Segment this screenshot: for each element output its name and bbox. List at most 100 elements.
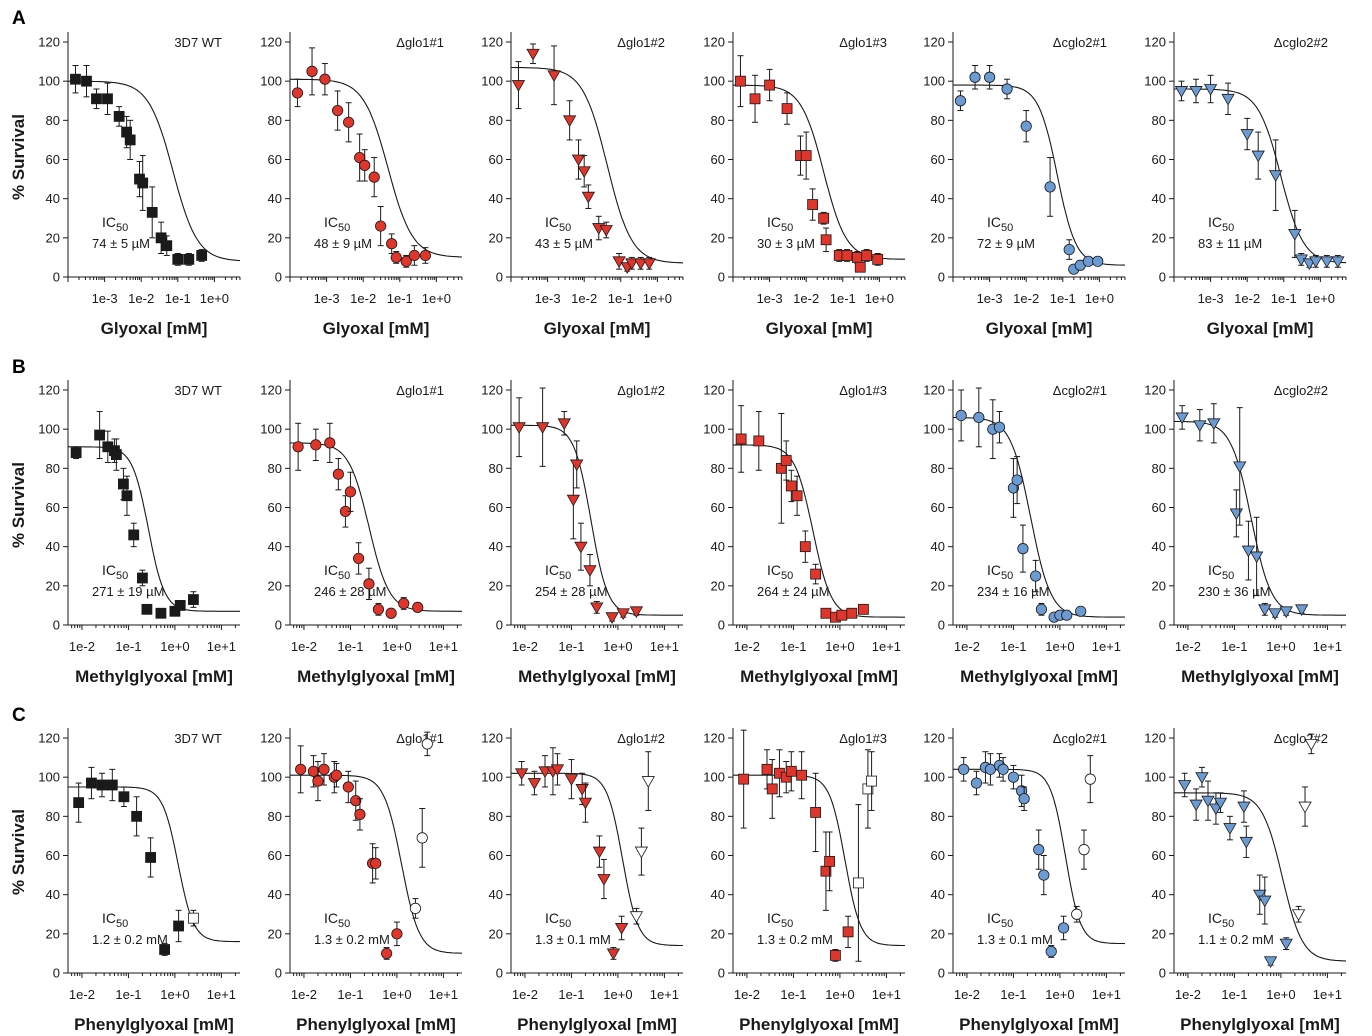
y-tick-label: 60 xyxy=(711,848,725,863)
x-tick-label: 1e-2 xyxy=(69,987,95,1002)
data-point xyxy=(612,256,626,269)
y-tick-label: 120 xyxy=(38,731,60,746)
x-axis-label: Phenylglyoxal [mM] xyxy=(739,1015,899,1034)
ic50-label-subscript: 50 xyxy=(338,570,350,582)
data-point xyxy=(172,253,184,265)
y-tick-label: 40 xyxy=(931,539,945,554)
data-point xyxy=(1018,793,1030,805)
x-tick-label: 1e-2 xyxy=(512,987,538,1002)
y-tick-label: 60 xyxy=(711,500,725,515)
data-point xyxy=(753,435,765,447)
ic50-value: 234 ± 16 µM xyxy=(977,584,1049,599)
y-tick-label: 0 xyxy=(1159,270,1166,285)
ic50-label: IC50 xyxy=(1208,562,1234,582)
data-point xyxy=(1082,255,1094,267)
data-point xyxy=(106,779,118,791)
x-tick-label: 1e-1 xyxy=(558,639,584,654)
y-tick-label: 0 xyxy=(496,270,503,285)
y-tick-label: 120 xyxy=(260,731,282,746)
data-point xyxy=(807,199,819,210)
data-point xyxy=(102,93,113,105)
data-point xyxy=(398,597,410,610)
panel-title: Δglo1#2 xyxy=(617,35,665,50)
data-point xyxy=(571,154,586,167)
data-point xyxy=(997,763,1009,775)
ic50-label: IC50 xyxy=(1208,214,1234,234)
data-point xyxy=(1030,570,1042,582)
ic50-label-main: IC xyxy=(987,910,1001,926)
y-tick-label: 40 xyxy=(489,191,503,206)
data-point xyxy=(511,80,526,92)
ic50-label: IC50 xyxy=(987,562,1013,582)
y-tick-label: 0 xyxy=(718,618,725,633)
y-tick-label: 20 xyxy=(931,230,945,245)
x-tick-label: 1e+0 xyxy=(603,987,632,1002)
data-point xyxy=(400,255,412,267)
fit-curve xyxy=(733,774,905,947)
x-tick-label: 1e+1 xyxy=(650,639,679,654)
y-tick-label: 40 xyxy=(489,887,503,902)
x-tick-label: 1e+0 xyxy=(1306,291,1335,306)
data-point xyxy=(375,220,387,232)
x-tick-label: 1e+1 xyxy=(429,987,458,1002)
x-tick-label: 1e-2 xyxy=(954,639,980,654)
y-tick-label: 100 xyxy=(260,422,282,437)
data-point xyxy=(820,234,832,246)
panel-title: Δcglo2#2 xyxy=(1274,383,1328,398)
data-point xyxy=(118,478,129,490)
panel-title: Δcglo2#2 xyxy=(1274,731,1328,746)
y-tick-label: 100 xyxy=(923,770,945,785)
ic50-label-subscript: 50 xyxy=(559,570,571,582)
data-point xyxy=(110,449,122,461)
data-point xyxy=(614,923,629,935)
x-tick-label: 1e-1 xyxy=(780,987,806,1002)
data-point xyxy=(1241,545,1256,558)
data-point xyxy=(159,944,171,955)
ic50-value: 1.3 ± 0.2 mM xyxy=(757,932,833,947)
data-point xyxy=(174,600,186,611)
panel-title: Δcglo2#1 xyxy=(1053,731,1107,746)
data-point xyxy=(1035,603,1048,615)
ic50-label: IC50 xyxy=(102,910,128,930)
data-point xyxy=(291,87,304,99)
ic50-value: 246 ± 28 µM xyxy=(314,584,386,599)
x-tick-label: 1e-1 xyxy=(115,639,141,654)
y-tick-label: 0 xyxy=(1159,618,1166,633)
fit-curve xyxy=(68,80,241,262)
data-point xyxy=(590,602,604,615)
data-point xyxy=(1175,412,1189,425)
x-axis-label: Methylglyoxal [mM] xyxy=(1181,667,1339,686)
data-point xyxy=(761,763,773,775)
data-point xyxy=(121,490,133,502)
data-point xyxy=(344,486,357,498)
x-tick-label: 1e+1 xyxy=(872,639,901,654)
y-tick-label: 120 xyxy=(260,35,282,50)
y-tick-label: 100 xyxy=(38,422,60,437)
x-tick-label: 1e+0 xyxy=(160,639,189,654)
data-point xyxy=(830,949,841,961)
y-axis-label-row-c: % Survival xyxy=(9,809,28,895)
ic50-label-subscript: 50 xyxy=(116,222,128,234)
y-axis-label-row-b: % Survival xyxy=(9,462,28,548)
data-point xyxy=(958,763,970,775)
ic50-value: 72 ± 9 µM xyxy=(977,236,1035,251)
row-labels: A B C xyxy=(12,8,26,726)
x-tick-label: 1e+1 xyxy=(1092,987,1121,1002)
data-point xyxy=(381,947,393,960)
ic50-value: 230 ± 36 µM xyxy=(1198,584,1270,599)
data-point xyxy=(1268,608,1282,621)
data-point xyxy=(1174,86,1189,98)
y-tick-label: 100 xyxy=(923,422,945,437)
data-point xyxy=(780,455,792,466)
y-tick-label: 20 xyxy=(489,230,503,245)
y-tick-label: 80 xyxy=(489,113,503,128)
x-tick-label: 1e-1 xyxy=(115,987,141,1002)
x-tick-label: 1e-1 xyxy=(1000,987,1026,1002)
x-tick-label: 1e+0 xyxy=(200,291,229,306)
x-tick-label: 1e-2 xyxy=(512,639,538,654)
data-point xyxy=(574,541,588,554)
y-tick-label: 20 xyxy=(1152,926,1166,941)
y-tick-label: 20 xyxy=(268,926,282,941)
x-tick-label: 1e+0 xyxy=(643,291,672,306)
data-point xyxy=(872,253,884,265)
